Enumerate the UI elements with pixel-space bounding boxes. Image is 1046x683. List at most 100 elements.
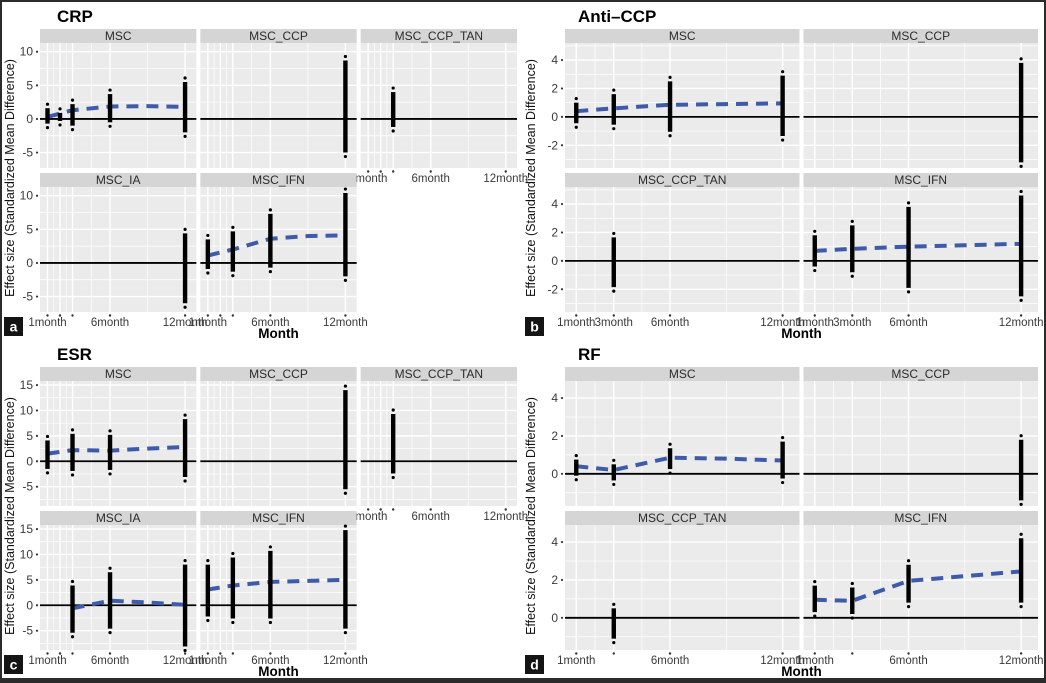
x-tick-mark <box>219 652 222 655</box>
y-tick-mark <box>560 87 564 90</box>
y-tick-mark <box>35 409 39 412</box>
y-tick-mark <box>560 616 564 619</box>
x-tick-label: 12month <box>483 173 528 185</box>
y-tick-mark <box>35 261 39 265</box>
x-tick-label: 12month <box>483 511 528 523</box>
errorbar-tip-dot <box>850 616 854 620</box>
x-tick-label: 6month <box>412 511 450 523</box>
x-tick-mark <box>71 314 74 317</box>
panel-d: RF Effect size (Standardized Mean Differe… <box>524 345 1043 678</box>
y-tick-mark <box>560 578 564 582</box>
x-tick-mark <box>429 508 432 511</box>
y-axis-title: Effect size (Standardized Mean Differenc… <box>3 59 17 297</box>
errorbar-tip-dot <box>612 458 616 462</box>
errorbar-tip-dot <box>1019 57 1023 61</box>
errorbar-tip-dot <box>231 551 235 556</box>
x-tick-mark <box>183 652 187 655</box>
facet-strip <box>200 367 357 381</box>
y-tick-mark <box>560 540 564 544</box>
x-tick-label: 6month <box>651 317 689 329</box>
errorbar-tip-dot <box>850 581 854 586</box>
x-tick-mark <box>379 508 382 511</box>
panel-b: Anti–CCP Effect size (Standardized Mean D… <box>524 7 1043 341</box>
x-tick-mark <box>429 170 432 173</box>
y-tick-label: 4 <box>551 391 558 405</box>
facet-panel-bg <box>565 381 800 506</box>
errorbar-tip-dot <box>1019 605 1023 609</box>
facet-strip <box>200 511 357 525</box>
errorbar-tip-dot <box>612 482 616 487</box>
y-tick-label: 2 <box>551 81 558 95</box>
y-tick-label: 10 <box>20 547 34 561</box>
errorbar-tip-dot <box>813 268 817 273</box>
errorbar-tip-dot <box>668 75 672 79</box>
x-tick-mark <box>231 652 235 655</box>
errorbar-tip-dot <box>231 225 235 229</box>
facet-strip <box>803 367 1038 381</box>
errorbar-tip-dot <box>906 605 911 609</box>
x-tick-mark <box>183 314 187 317</box>
errorbar-tip-dot <box>906 290 911 294</box>
facet-panel-bg <box>40 187 197 312</box>
y-tick-mark <box>35 629 39 632</box>
errorbar-tip-dot <box>183 479 187 483</box>
panel-c: ESR Effect size (Standardized Mean Differ… <box>3 345 528 678</box>
corner-label: b <box>530 319 539 335</box>
y-tick-label: 0 <box>551 467 558 481</box>
y-tick-mark <box>35 194 39 197</box>
y-tick-label: -5 <box>22 480 33 494</box>
errorbar-tip-dot <box>183 648 187 653</box>
errorbar-tip-dot <box>70 473 75 477</box>
x-tick-label: 1month <box>349 173 387 185</box>
x-tick-mark <box>504 508 507 511</box>
errorbar-tip-dot <box>813 580 817 584</box>
errorbar-tip-dot <box>183 413 187 417</box>
x-tick-label: 12month <box>323 655 368 667</box>
errorbar-tip-dot <box>70 579 75 584</box>
y-tick-mark <box>35 228 39 231</box>
y-tick-label: -2 <box>547 282 558 296</box>
facet-strip <box>360 29 517 43</box>
x-tick-mark <box>907 652 910 655</box>
facet-strip <box>803 511 1038 525</box>
y-tick-mark <box>35 604 39 607</box>
x-tick-label: 1month <box>189 317 227 329</box>
x-tick-label: 6month <box>91 317 129 329</box>
errorbar-tip-dot <box>668 442 672 446</box>
y-tick-label: 15 <box>20 378 34 392</box>
y-tick-mark <box>35 460 39 463</box>
errorbar-tip-dot <box>574 478 578 482</box>
x-tick-label: 12month <box>323 317 368 329</box>
y-axis-title: Effect size (Standardized Mean Differenc… <box>524 397 538 635</box>
x-tick-label: 12month <box>760 317 805 329</box>
facet-strip <box>565 367 800 381</box>
x-tick-label: 1month <box>796 655 834 667</box>
facet-strip <box>40 511 197 525</box>
facet-panel-bg <box>360 43 517 168</box>
x-tick-mark <box>575 314 578 317</box>
errorbar-tip-dot <box>574 97 578 101</box>
y-tick-mark <box>35 553 39 556</box>
y-tick-mark <box>35 295 39 298</box>
errorbar-tip-dot <box>231 620 235 625</box>
y-tick-mark <box>35 434 39 437</box>
y-tick-mark <box>35 485 39 488</box>
facet-strip-label: MSC_IFN <box>252 173 305 187</box>
x-tick-mark <box>231 314 235 317</box>
errorbar-tip-dot <box>343 154 348 159</box>
errorbar-tip-dot <box>343 631 348 635</box>
facet-strip <box>565 511 800 525</box>
x-tick-mark <box>391 508 395 511</box>
errorbar-tip-dot <box>391 408 395 412</box>
errorbar-tip-dot <box>1019 164 1023 168</box>
errorbar-tip-dot <box>108 566 112 570</box>
x-tick-label: 3month <box>833 317 871 329</box>
facet-strip-label: MSC_CCP <box>891 367 950 381</box>
x-tick-mark <box>219 314 222 317</box>
y-tick-label: 10 <box>20 189 34 203</box>
errorbar-tip-dot <box>612 88 616 92</box>
errorbar-tip-dot <box>391 86 395 90</box>
y-tick-mark <box>560 434 564 438</box>
errorbar-tip-dot <box>906 201 911 205</box>
